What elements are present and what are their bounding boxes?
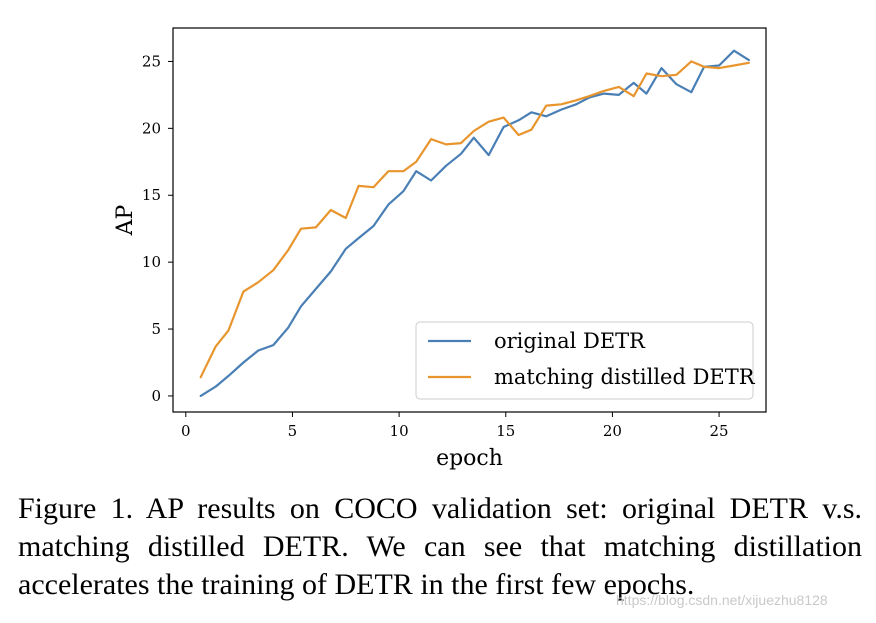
series-layer xyxy=(199,49,751,397)
watermark: https://blog.csdn.net/xijuezhu8128 xyxy=(616,592,828,608)
x-tick-label: 5 xyxy=(288,422,298,440)
y-axis-title: AP xyxy=(113,204,138,236)
figure-caption: Figure 1. AP results on COCO validation … xyxy=(18,492,862,601)
series-line-matching-distilled-detr xyxy=(199,60,751,379)
x-tick-label: 10 xyxy=(390,422,409,440)
line-chart: 0 5 10 15 20 25 0 5 10 15 20 25 epoch AP original D… xyxy=(113,27,767,471)
legend-label-original: original DETR xyxy=(494,329,646,353)
ticks-layer: 0 5 10 15 20 25 0 5 10 15 20 25 xyxy=(142,52,729,440)
series-line-original-detr xyxy=(199,49,751,397)
plot-frame xyxy=(172,27,767,413)
y-tick-label: 15 xyxy=(142,186,161,204)
legend-box xyxy=(415,321,754,400)
legend: original DETR matching distilled DETR xyxy=(415,321,756,400)
x-axis-title: epoch xyxy=(436,446,503,471)
y-tick-label: 20 xyxy=(142,119,161,137)
legend-label-distilled: matching distilled DETR xyxy=(494,365,756,389)
x-tick-label: 0 xyxy=(181,422,191,440)
x-tick-label: 20 xyxy=(603,422,622,440)
x-tick-label: 25 xyxy=(710,422,729,440)
y-tick-label: 10 xyxy=(142,253,161,271)
x-tick-label: 15 xyxy=(496,422,515,440)
y-tick-label: 0 xyxy=(151,387,161,405)
y-tick-label: 25 xyxy=(142,52,161,70)
y-tick-label: 5 xyxy=(151,320,161,338)
